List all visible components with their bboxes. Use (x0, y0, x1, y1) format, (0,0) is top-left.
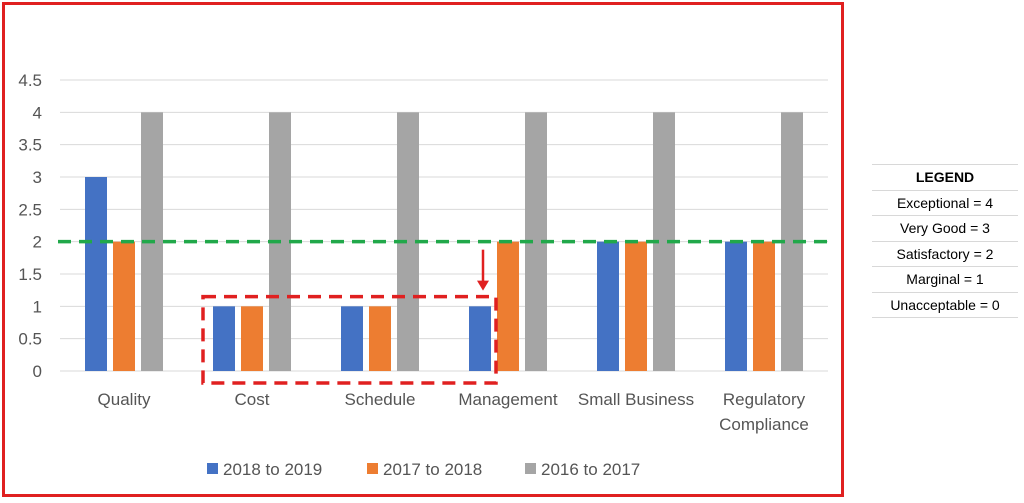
category-label: Regulatory (723, 390, 806, 409)
bar (341, 306, 363, 371)
bar (85, 177, 107, 371)
legend-swatch (367, 463, 378, 474)
y-tick-label: 3 (33, 168, 42, 187)
category-label: Compliance (719, 415, 809, 434)
legend-table-title: LEGEND (872, 164, 1018, 191)
y-axis-ticks: 0 0.5 1 1.5 2 2.5 3 3.5 4 4.5 (18, 71, 42, 381)
bar (113, 241, 135, 371)
legend-row-exceptional: Exceptional = 4 (872, 190, 1018, 216)
bar (525, 112, 547, 371)
bar (241, 306, 263, 371)
bar (469, 306, 491, 371)
bar (725, 241, 747, 371)
bar (781, 112, 803, 371)
category-label: Schedule (345, 390, 416, 409)
legend-row-very-good: Very Good = 3 (872, 215, 1018, 242)
y-tick-label: 4.5 (18, 71, 42, 90)
bar (653, 112, 675, 371)
y-tick-label: 4 (33, 103, 42, 122)
gridlines (60, 79, 828, 372)
category-label: Management (458, 390, 558, 409)
y-tick-label: 3.5 (18, 136, 42, 155)
legend-label: 2018 to 2019 (223, 460, 322, 479)
legend-swatch (207, 463, 218, 474)
bar (397, 112, 419, 371)
y-tick-label: 1 (33, 297, 42, 316)
bar (753, 241, 775, 371)
bar (213, 306, 235, 371)
y-tick-label: 0.5 (18, 330, 42, 349)
rating-legend-table: LEGEND Exceptional = 4 Very Good = 3 Sat… (872, 164, 1018, 318)
bars (85, 112, 803, 371)
legend-swatch (525, 463, 536, 474)
bar (625, 241, 647, 371)
y-tick-label: 0 (33, 362, 42, 381)
category-label: Small Business (578, 390, 694, 409)
legend-row-satisfactory: Satisfactory = 2 (872, 241, 1018, 267)
arrow-head (477, 280, 489, 291)
annotations (58, 239, 828, 385)
bar (597, 241, 619, 371)
legend-label: 2016 to 2017 (541, 460, 640, 479)
legend-label: 2017 to 2018 (383, 460, 482, 479)
highlight-box (201, 294, 498, 385)
category-label: Cost (235, 390, 270, 409)
y-tick-label: 2.5 (18, 200, 42, 219)
legend-row-marginal: Marginal = 1 (872, 266, 1018, 293)
y-tick-label: 1.5 (18, 265, 42, 284)
bar (369, 306, 391, 371)
chart-legend: 2018 to 2019 2017 to 2018 2016 to 2017 (207, 460, 640, 479)
category-label: Quality (98, 390, 151, 409)
category-labels: Quality Cost Schedule Management Small Busin… (98, 390, 809, 434)
legend-row-unacceptable: Unacceptable = 0 (872, 292, 1018, 318)
chart-frame (2, 2, 844, 497)
bar (497, 241, 519, 371)
y-tick-label: 2 (33, 233, 42, 252)
